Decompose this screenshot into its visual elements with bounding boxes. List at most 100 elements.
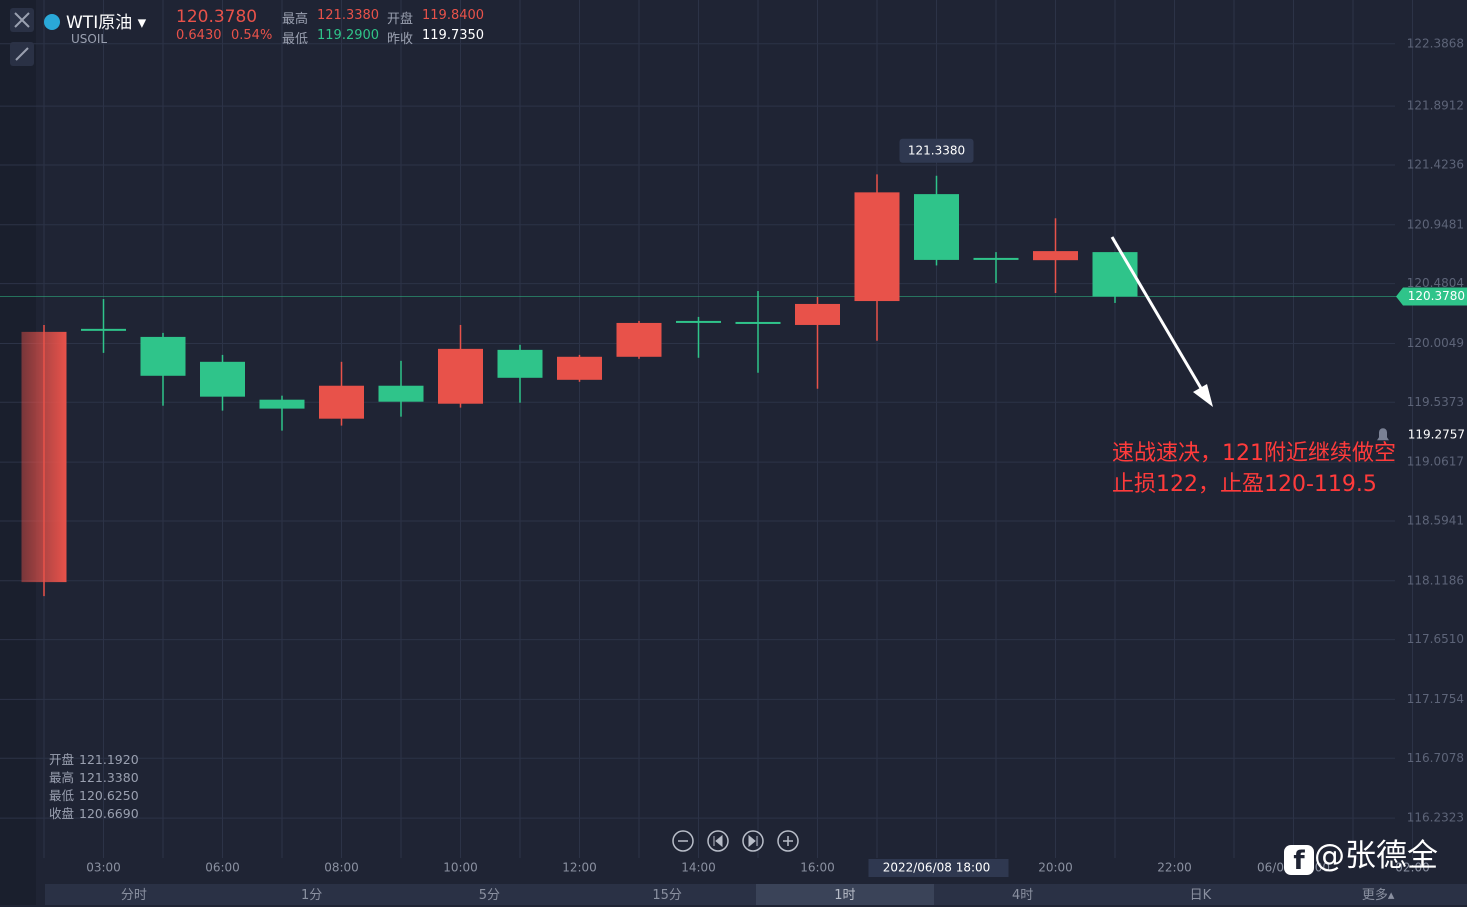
to-end[interactable] bbox=[742, 830, 764, 852]
candle-body bbox=[854, 192, 900, 302]
value: 119.2900 bbox=[317, 28, 380, 43]
candle-body bbox=[795, 303, 840, 325]
timeframe-tab[interactable]: 日K bbox=[1189, 888, 1212, 903]
x-tick-label: 08:00 bbox=[324, 861, 359, 875]
info-label: 开盘 bbox=[49, 752, 75, 767]
x-tick-label: 2022/06/08 18:00 bbox=[883, 861, 991, 875]
candle-body bbox=[1092, 252, 1138, 297]
y-tick-label: 118.5941 bbox=[1407, 513, 1464, 527]
info-value: 120.6250 bbox=[79, 788, 139, 803]
y-tick-label: 119.5373 bbox=[1407, 395, 1464, 409]
symbol[interactable]: WTI原油 ▾ bbox=[44, 8, 146, 33]
x-tick-label: 12:00 bbox=[562, 861, 597, 875]
symbol-name: WTI原油 bbox=[66, 13, 133, 33]
annotation-line: 速战速决，121附近继续做空 bbox=[1112, 441, 1396, 466]
crosshair-label-bg bbox=[868, 859, 1009, 877]
info-row: 最低 120.6250 bbox=[49, 787, 144, 805]
symbol-code: USOIL bbox=[71, 32, 108, 46]
candle-body bbox=[378, 385, 424, 402]
zoom-controls bbox=[672, 830, 799, 852]
shrink-icon[interactable] bbox=[10, 42, 34, 66]
candle-body bbox=[973, 257, 1019, 260]
zoom-in[interactable] bbox=[777, 830, 799, 852]
info-row: 最高 121.3380 bbox=[49, 769, 144, 787]
y-tick-label: 117.6510 bbox=[1407, 632, 1464, 646]
y-tick-label: 121.8912 bbox=[1407, 99, 1464, 113]
candle-body bbox=[1033, 251, 1078, 261]
y-tick-label: 118.1186 bbox=[1407, 573, 1464, 587]
y-tick-label: 120.0049 bbox=[1407, 336, 1464, 350]
y-tick-label: 119.0617 bbox=[1407, 455, 1464, 469]
info-label: 最高 bbox=[49, 770, 75, 785]
info-label: 最低 bbox=[49, 788, 75, 803]
candle-body bbox=[259, 399, 305, 409]
value: 119.8400 bbox=[422, 8, 485, 23]
candle-body bbox=[140, 336, 186, 376]
annotation-line: 止损122，止盈120-119.5 bbox=[1112, 472, 1377, 497]
arrow-head bbox=[1193, 384, 1213, 407]
close-icon[interactable] bbox=[10, 8, 34, 32]
info-row: 开盘 121.1920 bbox=[49, 751, 144, 769]
y-tick-label: 116.7078 bbox=[1407, 751, 1464, 765]
tooltip-box bbox=[899, 138, 974, 163]
price: 120.3780 bbox=[176, 7, 258, 27]
timeframe-tab[interactable]: 4时 bbox=[1011, 888, 1034, 903]
alert-bell bbox=[1377, 428, 1389, 441]
x-tick-label: 10:00 bbox=[443, 861, 478, 875]
info-value: 121.3380 bbox=[79, 770, 139, 785]
timeframe-tab[interactable]: 分时 bbox=[120, 888, 147, 903]
y-tick-label: 121.4236 bbox=[1407, 157, 1464, 171]
x-tick-label: 22:00 bbox=[1157, 861, 1192, 875]
candle-body bbox=[735, 321, 781, 324]
watermark: f @张德全 bbox=[1284, 830, 1438, 876]
alert-label: 119.2757 bbox=[1408, 428, 1465, 442]
candle-body bbox=[914, 194, 959, 260]
y-tick-label: 122.3868 bbox=[1407, 36, 1464, 50]
x-tick-label: 14:00 bbox=[681, 861, 716, 875]
x-tick-label: 16:00 bbox=[800, 861, 835, 875]
info-value: 121.1920 bbox=[79, 752, 139, 767]
x-tick-label: 20:00 bbox=[1038, 861, 1073, 875]
change: 0.6430 bbox=[176, 28, 222, 43]
x-tick-label: 03:00 bbox=[86, 861, 121, 875]
candle-body bbox=[557, 356, 602, 380]
change-pct: 0.54% bbox=[231, 28, 273, 43]
annotation-arrow bbox=[1110, 236, 1207, 396]
candle-body bbox=[676, 320, 721, 323]
to-start[interactable] bbox=[707, 830, 729, 852]
timeframe-tab[interactable]: 1时 bbox=[756, 884, 934, 905]
timeframe-tab[interactable]: 5分 bbox=[478, 888, 501, 903]
y-tick-label: 117.1754 bbox=[1407, 692, 1464, 706]
watermark-text: @张德全 bbox=[1314, 838, 1438, 874]
candle-body bbox=[438, 348, 483, 404]
label: 开盘 bbox=[387, 12, 414, 27]
candle-body bbox=[81, 328, 126, 331]
annotation: 速战速决，121附近继续做空 止损122，止盈120-119.5 bbox=[1112, 438, 1396, 500]
value: 121.3380 bbox=[317, 8, 380, 23]
zoom-out[interactable] bbox=[672, 830, 694, 852]
candle-body bbox=[21, 331, 67, 583]
y-tick-label: 120.4804 bbox=[1407, 276, 1464, 290]
last-price-label: 120.3780 bbox=[1408, 289, 1465, 303]
candle-body bbox=[200, 361, 245, 397]
x-tick-label: 02:00 bbox=[1395, 861, 1430, 875]
timeframe-tab[interactable]: 1分 bbox=[300, 888, 323, 903]
info-row: 收盘 120.6690 bbox=[49, 805, 144, 823]
info-value: 120.6690 bbox=[79, 806, 139, 821]
label: 昨收 bbox=[387, 32, 414, 47]
last-price-box bbox=[1396, 287, 1467, 306]
candle-body bbox=[616, 322, 662, 357]
info-label: 收盘 bbox=[49, 806, 75, 821]
candle-body bbox=[497, 349, 543, 378]
timeframe-tab[interactable]: 更多▴ bbox=[1361, 888, 1395, 903]
info-panel: 开盘 121.1920 最高 121.3380 最低 120.6250 收盘 120.6690 bbox=[49, 751, 144, 823]
value: 119.7350 bbox=[422, 28, 485, 43]
timeframe-tabs: 分时 1分 5分 15分 1时 4时 日K 更多▴ bbox=[45, 884, 1467, 905]
candle-body bbox=[319, 385, 364, 419]
timeframe-tab[interactable]: 15分 bbox=[652, 888, 682, 903]
y-tick-label: 116.2323 bbox=[1407, 811, 1464, 825]
label: 最高 bbox=[282, 12, 309, 27]
x-tick-label: 06:00 bbox=[205, 861, 240, 875]
